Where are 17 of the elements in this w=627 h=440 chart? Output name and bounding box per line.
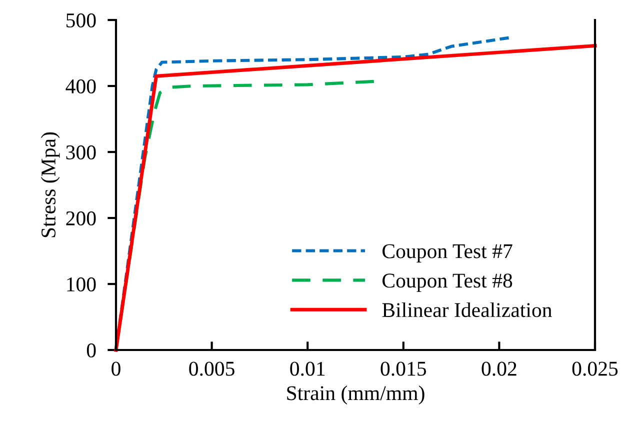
y-tick-label: 100 bbox=[67, 277, 96, 292]
x-axis-title: Strain (mm/mm) bbox=[287, 386, 424, 404]
x-tick-label: 0.02 bbox=[482, 362, 516, 376]
x-tick-label: 0.025 bbox=[572, 362, 618, 376]
x-tick-label: 0.015 bbox=[380, 362, 426, 376]
y-tick-label: 0 bbox=[86, 343, 96, 358]
y-tick-label: 500 bbox=[66, 13, 96, 28]
y-tick-label: 400 bbox=[66, 79, 96, 94]
legend-label: Bilinear Idealization bbox=[382, 302, 552, 318]
y-tick-label: 300 bbox=[66, 145, 96, 160]
legend-label: Coupon Test #7 bbox=[382, 244, 512, 262]
x-tick-label: 0.01 bbox=[290, 362, 325, 376]
y-tick-label: 200 bbox=[66, 211, 96, 226]
legend-label: Coupon Test #8 bbox=[382, 274, 512, 292]
x-tick-label: 0 bbox=[112, 362, 120, 376]
y-axis-title: Stress (Mpa) bbox=[40, 132, 60, 238]
x-tick-label: 0.005 bbox=[189, 362, 234, 376]
